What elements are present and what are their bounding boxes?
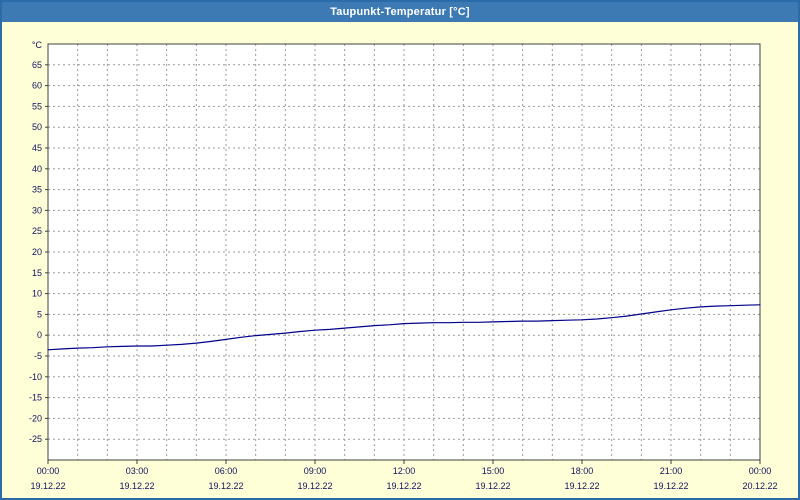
x-tick-time-label: 18:00 (571, 466, 594, 476)
y-tick-label: 0 (37, 330, 42, 340)
x-tick-time-label: 00:00 (749, 466, 772, 476)
x-tick-date-label: 19.12.22 (564, 481, 599, 491)
x-tick-date-label: 19.12.22 (653, 481, 688, 491)
y-tick-label: 60 (32, 81, 42, 91)
x-tick-time-label: 21:00 (660, 466, 683, 476)
y-tick-label: -20 (29, 413, 42, 423)
x-tick-date-label: 19.12.22 (30, 481, 65, 491)
x-tick-date-label: 19.12.22 (208, 481, 243, 491)
y-tick-label: 35 (32, 185, 42, 195)
x-tick-time-label: 09:00 (304, 466, 327, 476)
x-tick-date-label: 19.12.22 (119, 481, 154, 491)
y-tick-label: -15 (29, 393, 42, 403)
y-tick-label: -5 (34, 351, 42, 361)
window-titlebar: Taupunkt-Temperatur [°C] (2, 2, 798, 22)
y-axis-unit-label: °C (32, 40, 43, 50)
y-tick-label: 65 (32, 60, 42, 70)
y-tick-label: 10 (32, 289, 42, 299)
y-tick-label: -25 (29, 434, 42, 444)
x-tick-time-label: 15:00 (482, 466, 505, 476)
chart-canvas: 65605550454035302520151050-5-10-15-20-25… (29, 40, 778, 491)
x-tick-date-label: 19.12.22 (297, 481, 332, 491)
y-tick-label: 25 (32, 226, 42, 236)
y-tick-label: 5 (37, 309, 42, 319)
x-tick-time-label: 12:00 (393, 466, 416, 476)
x-tick-date-label: 19.12.22 (475, 481, 510, 491)
y-tick-label: 15 (32, 268, 42, 278)
x-tick-date-label: 19.12.22 (386, 481, 421, 491)
window-title: Taupunkt-Temperatur [°C] (330, 6, 470, 18)
y-tick-label: -10 (29, 372, 42, 382)
x-tick-time-label: 00:00 (37, 466, 60, 476)
x-tick-time-label: 06:00 (215, 466, 238, 476)
chart-area: 65 60 55 50 45 40 35 30 25 20 15 10 5 0 -5 -10 -15 -20 -25… (2, 22, 798, 498)
y-tick-label: 20 (32, 247, 42, 257)
y-tick-label: 40 (32, 164, 42, 174)
x-tick-time-label: 03:00 (126, 466, 149, 476)
y-tick-label: 30 (32, 205, 42, 215)
y-tick-label: 55 (32, 101, 42, 111)
y-tick-label: 45 (32, 143, 42, 153)
x-tick-date-label: 20.12.22 (742, 481, 777, 491)
y-tick-label: 50 (32, 122, 42, 132)
series-line (47, 304, 761, 351)
